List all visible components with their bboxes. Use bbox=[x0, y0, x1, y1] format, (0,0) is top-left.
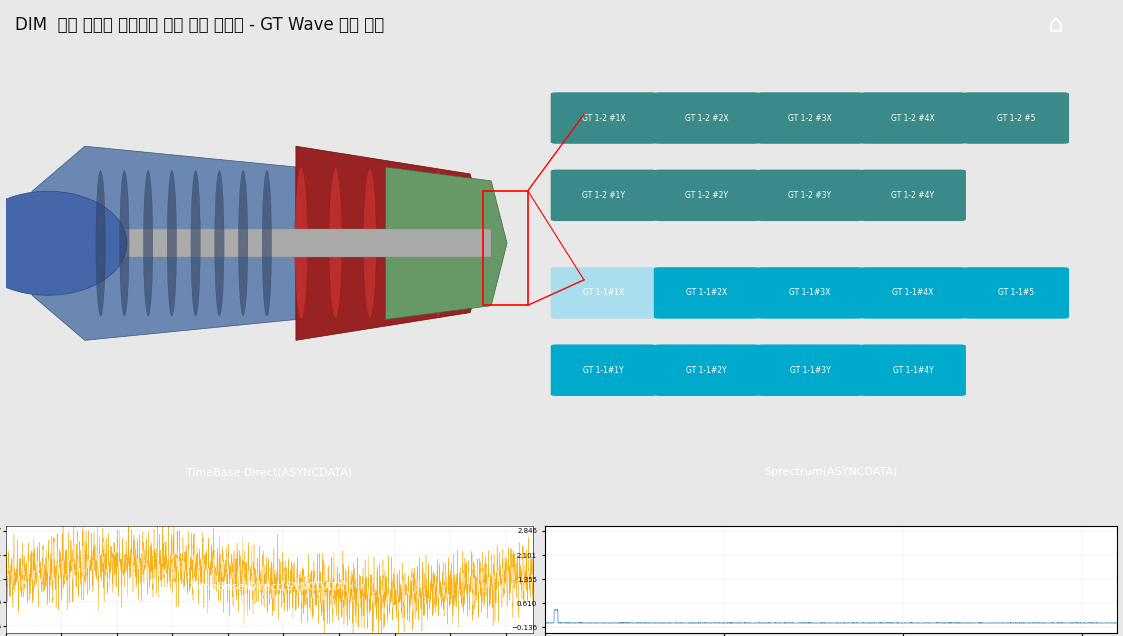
Ellipse shape bbox=[432, 170, 445, 317]
Text: GT 1-1#2X: GT 1-1#2X bbox=[686, 289, 728, 298]
FancyBboxPatch shape bbox=[964, 92, 1069, 144]
Ellipse shape bbox=[329, 168, 343, 319]
Polygon shape bbox=[296, 146, 491, 340]
FancyBboxPatch shape bbox=[550, 92, 657, 144]
Polygon shape bbox=[385, 167, 506, 319]
Bar bbox=[483, 191, 528, 305]
Text: GT 1-2 #2X: GT 1-2 #2X bbox=[685, 114, 729, 123]
Ellipse shape bbox=[95, 170, 106, 316]
Ellipse shape bbox=[363, 169, 376, 318]
Text: TimeBase Direct(SYNCDATA): TimeBase Direct(SYNCDATA) bbox=[190, 582, 349, 591]
Text: GT 1-2 #3Y: GT 1-2 #3Y bbox=[788, 191, 831, 200]
Text: GT 1-2 #5: GT 1-2 #5 bbox=[997, 114, 1035, 123]
Text: GT 1-2 #1X: GT 1-2 #1X bbox=[582, 114, 626, 123]
Bar bbox=[31, 230, 491, 257]
FancyBboxPatch shape bbox=[757, 267, 862, 319]
Circle shape bbox=[0, 191, 127, 295]
Ellipse shape bbox=[167, 170, 176, 316]
Text: GT 1-1#2Y: GT 1-1#2Y bbox=[686, 366, 727, 375]
FancyBboxPatch shape bbox=[757, 92, 862, 144]
Text: TimeBase Direct(ASYNCDATA): TimeBase Direct(ASYNCDATA) bbox=[186, 467, 353, 477]
FancyBboxPatch shape bbox=[964, 267, 1069, 319]
FancyBboxPatch shape bbox=[757, 170, 862, 221]
Ellipse shape bbox=[238, 170, 248, 316]
FancyBboxPatch shape bbox=[860, 92, 966, 144]
Text: ⌂: ⌂ bbox=[1048, 13, 1063, 38]
Text: GT 1-2 #1Y: GT 1-2 #1Y bbox=[582, 191, 626, 200]
Polygon shape bbox=[31, 146, 296, 340]
Text: GT 1-2 #2Y: GT 1-2 #2Y bbox=[685, 191, 729, 200]
Ellipse shape bbox=[398, 169, 411, 317]
FancyBboxPatch shape bbox=[654, 267, 760, 319]
FancyBboxPatch shape bbox=[550, 170, 657, 221]
FancyBboxPatch shape bbox=[860, 345, 966, 396]
Text: GT 1-1#3Y: GT 1-1#3Y bbox=[789, 366, 830, 375]
Text: Sprectrum(SYNCDATA): Sprectrum(SYNCDATA) bbox=[768, 582, 894, 591]
Ellipse shape bbox=[262, 170, 272, 316]
Text: GT 1-1#3X: GT 1-1#3X bbox=[789, 289, 831, 298]
FancyBboxPatch shape bbox=[550, 345, 657, 396]
FancyBboxPatch shape bbox=[654, 170, 760, 221]
FancyBboxPatch shape bbox=[550, 267, 657, 319]
Text: GT 1-1#4Y: GT 1-1#4Y bbox=[893, 366, 933, 375]
Text: DIM  화력 발전소 진동이상 징후 감시 시스템 - GT Wave 전체 정보: DIM 화력 발전소 진동이상 징후 감시 시스템 - GT Wave 전체 정… bbox=[15, 17, 384, 34]
FancyBboxPatch shape bbox=[654, 345, 760, 396]
Text: GT 1-1#4X: GT 1-1#4X bbox=[893, 289, 933, 298]
FancyBboxPatch shape bbox=[860, 267, 966, 319]
Ellipse shape bbox=[294, 167, 308, 319]
Text: Sprectrum(ASYNCDATA): Sprectrum(ASYNCDATA) bbox=[765, 467, 897, 477]
Ellipse shape bbox=[144, 170, 153, 316]
Text: GT 1-2 #3X: GT 1-2 #3X bbox=[788, 114, 832, 123]
Text: GT 1-1#1X: GT 1-1#1X bbox=[583, 289, 624, 298]
Text: GT 1-1#5: GT 1-1#5 bbox=[998, 289, 1034, 298]
Ellipse shape bbox=[120, 170, 129, 316]
FancyBboxPatch shape bbox=[654, 92, 760, 144]
Ellipse shape bbox=[214, 170, 225, 316]
FancyBboxPatch shape bbox=[757, 345, 862, 396]
Text: GT 1-2 #4X: GT 1-2 #4X bbox=[891, 114, 934, 123]
Text: GT 1-2 #4Y: GT 1-2 #4Y bbox=[892, 191, 934, 200]
Text: GT 1-1#1Y: GT 1-1#1Y bbox=[583, 366, 624, 375]
FancyBboxPatch shape bbox=[860, 170, 966, 221]
Ellipse shape bbox=[191, 170, 200, 316]
